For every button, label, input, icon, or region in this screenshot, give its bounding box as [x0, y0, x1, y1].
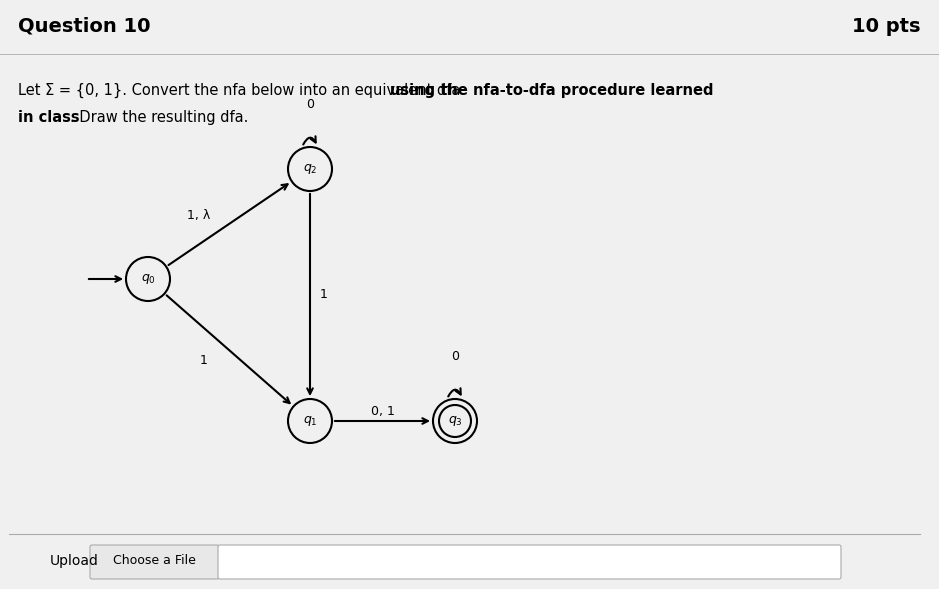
Text: $q_0$: $q_0$ — [141, 272, 156, 286]
Text: 0: 0 — [451, 350, 459, 363]
Text: Let Σ = {0, 1}. Convert the nfa below into an equivalent dfa: Let Σ = {0, 1}. Convert the nfa below in… — [18, 83, 465, 98]
Text: 1: 1 — [200, 353, 208, 366]
Text: . Draw the resulting dfa.: . Draw the resulting dfa. — [70, 110, 249, 125]
FancyBboxPatch shape — [218, 545, 841, 579]
Text: Upload: Upload — [50, 554, 99, 568]
FancyBboxPatch shape — [90, 545, 219, 579]
Text: 0, 1: 0, 1 — [371, 405, 394, 418]
Text: 0: 0 — [306, 98, 314, 111]
Text: in class: in class — [18, 110, 80, 125]
Text: using the nfa-to-dfa procedure learned: using the nfa-to-dfa procedure learned — [390, 83, 714, 98]
Text: Choose a File: Choose a File — [113, 554, 196, 567]
Text: $q_2$: $q_2$ — [302, 162, 317, 176]
Text: 10 pts: 10 pts — [853, 17, 921, 36]
Text: Question 10: Question 10 — [18, 17, 150, 36]
Text: $q_1$: $q_1$ — [302, 414, 317, 428]
Text: $q_3$: $q_3$ — [448, 414, 462, 428]
Text: 1, λ: 1, λ — [188, 210, 210, 223]
Text: 1: 1 — [320, 289, 328, 302]
